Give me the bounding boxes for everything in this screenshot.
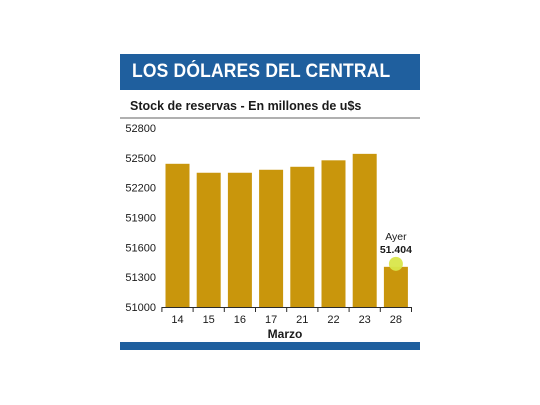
bar [259, 169, 284, 307]
y-tick-label: 52800 [125, 123, 156, 135]
x-tick-label: 22 [327, 314, 339, 326]
x-axis: 14 15 16 17 21 22 23 28 [161, 307, 412, 326]
y-tick-label: 52200 [125, 183, 156, 195]
title-banner [120, 54, 420, 90]
chart-subtitle: Stock de reservas - En millones de u$s [130, 99, 362, 113]
bars-group [165, 153, 408, 307]
bar [227, 172, 252, 307]
bar [352, 153, 377, 307]
annotation-value: 51.404 [380, 244, 412, 256]
footer-bar [120, 342, 420, 350]
bar [321, 160, 346, 307]
y-tick-label: 51000 [125, 302, 156, 314]
bar [165, 163, 190, 307]
x-tick-label: 23 [359, 314, 371, 326]
y-tick-label: 52500 [125, 153, 156, 165]
highlight-dot [388, 256, 403, 271]
x-tick-label: 17 [265, 314, 277, 326]
annotation-label: Ayer [385, 231, 407, 243]
x-tick-label: 15 [203, 314, 215, 326]
y-tick-label: 51300 [125, 272, 156, 284]
x-tick-label: 28 [390, 314, 402, 326]
bar [290, 166, 315, 307]
subtitle-divider [120, 117, 420, 119]
y-axis: 52800 52500 52200 51900 51600 51300 51000 [125, 123, 156, 314]
y-tick-label: 51600 [125, 242, 156, 254]
y-tick-label: 51900 [125, 213, 156, 225]
x-tick-label: 21 [296, 314, 308, 326]
bar [383, 266, 408, 307]
x-tick-label: 14 [171, 314, 183, 326]
x-axis-title: Marzo [267, 327, 303, 341]
chart-title: LOS DÓLARES DEL CENTRAL [132, 61, 391, 82]
bar [196, 172, 221, 307]
x-tick-label: 16 [234, 314, 246, 326]
